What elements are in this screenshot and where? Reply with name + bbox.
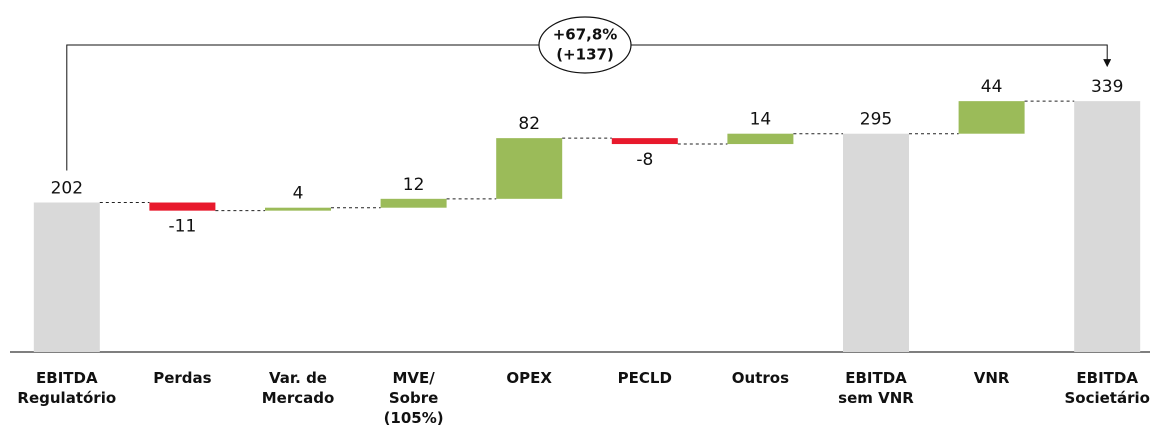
value-label: 202	[51, 179, 83, 199]
x-tick-label-line: Var. de	[269, 369, 327, 387]
x-tick-label-line: EBITDA	[1076, 369, 1138, 387]
x-tick-label: EBITDA sem VNR	[838, 369, 914, 407]
bar	[33, 202, 100, 352]
x-tick-label-line: Regulatório	[17, 389, 116, 407]
x-tick-label-line: sem VNR	[838, 389, 914, 407]
x-tick-label-line: (105%)	[384, 409, 444, 427]
value-label: 295	[860, 110, 892, 130]
x-tick-label: VNR	[974, 369, 1010, 387]
x-tick-label-line: Perdas	[153, 369, 211, 387]
x-tick-label: Outros	[732, 369, 789, 387]
value-label: 4	[293, 184, 304, 204]
x-tick-label-line: EBITDA	[36, 369, 98, 387]
x-tick-label: EBITDA Societário	[1064, 369, 1149, 407]
x-tick-label-line: OPEX	[506, 369, 552, 387]
x-tick-label-line: Sobre	[389, 389, 438, 407]
bar	[727, 133, 794, 145]
bar	[1074, 101, 1141, 352]
bar	[958, 101, 1025, 134]
bar	[380, 198, 447, 208]
value-label: 339	[1091, 77, 1123, 97]
value-label: 44	[981, 77, 1003, 97]
x-tick-label-line: MVE/	[392, 369, 435, 387]
bar	[265, 207, 331, 211]
x-tick-label-line: Mercado	[262, 389, 335, 407]
x-tick-label: MVE/Sobre (105%)	[384, 369, 444, 427]
annotation: (+137)	[556, 46, 614, 64]
bar	[496, 138, 563, 199]
x-tick-label: OPEX	[506, 369, 552, 387]
annotation-bubble	[538, 16, 632, 74]
x-tick-label: Perdas	[153, 369, 211, 387]
value-label: 14	[750, 110, 772, 130]
x-tick-label-line: EBITDA	[845, 369, 907, 387]
bar	[149, 202, 216, 211]
x-tick-label: EBITDA Regulatório	[17, 369, 116, 407]
value-label: -8	[636, 150, 653, 170]
x-tick-label: Var. de Mercado	[262, 369, 335, 407]
x-tick-label-line: VNR	[974, 369, 1010, 387]
value-label: -11	[169, 217, 197, 237]
x-tick-label-line: Outros	[732, 369, 789, 387]
x-tick-label-line: PECLD	[618, 369, 672, 387]
bar	[843, 133, 909, 352]
x-tick-label-line: Societário	[1064, 389, 1149, 407]
value-label: 12	[403, 175, 425, 195]
bar	[611, 138, 678, 145]
value-label: 82	[518, 114, 540, 134]
annotation: +67,8%	[553, 26, 618, 44]
x-tick-label: PECLD	[618, 369, 672, 387]
